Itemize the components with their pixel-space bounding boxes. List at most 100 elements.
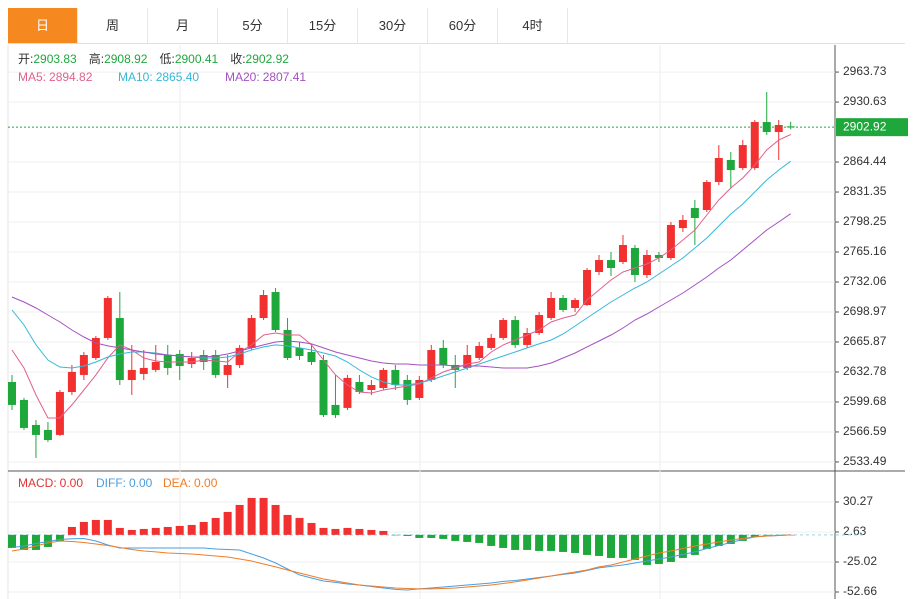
macd-bar — [319, 527, 328, 535]
candle-body — [187, 357, 196, 364]
ma-line — [11, 134, 791, 419]
candle-body — [259, 295, 268, 319]
macd-bar — [103, 519, 112, 535]
candle-body — [403, 380, 412, 400]
candle-body — [355, 382, 364, 392]
candle-body — [475, 345, 484, 358]
period-tab[interactable]: 周 — [78, 8, 148, 43]
ohlc-label: 收: — [230, 52, 245, 66]
candle-body — [55, 391, 64, 435]
y-tick-label: 2963.73 — [843, 64, 887, 78]
macd-bar — [690, 534, 699, 555]
candle-body — [774, 125, 783, 132]
macd-bar — [79, 521, 88, 535]
macd-bar — [571, 534, 580, 553]
period-tab[interactable]: 5分 — [218, 8, 288, 43]
candle-body — [523, 332, 532, 345]
macd-bar — [331, 528, 340, 535]
y-tick-label: 2930.63 — [843, 94, 887, 108]
macd-bar — [678, 534, 687, 558]
legend-name: MACD: — [18, 476, 57, 490]
candle-body — [31, 424, 40, 435]
candle-body — [463, 355, 472, 368]
period-tab[interactable]: 4时 — [498, 8, 568, 43]
legend-entry: MA10: 2865.40 — [118, 70, 199, 84]
y-tick-label: 2599.68 — [843, 394, 887, 408]
macd-bar — [259, 497, 268, 535]
macd-bar — [726, 534, 735, 544]
macd-bar — [355, 528, 364, 535]
macd-bar — [427, 534, 436, 538]
candle-body — [750, 122, 759, 169]
candle-body — [415, 380, 424, 398]
candle-body — [367, 385, 376, 390]
period-tab[interactable]: 15分 — [288, 8, 358, 43]
macd-bar — [139, 528, 148, 535]
candle-body — [235, 347, 244, 365]
legend-name: MA10: — [118, 70, 153, 84]
candle-body — [690, 208, 699, 218]
candle-body — [307, 352, 316, 362]
ma-line — [11, 213, 791, 369]
macd-bar — [91, 519, 100, 535]
legend-entry: DIFF: 0.00 — [96, 476, 153, 490]
y-tick-label: -25.02 — [843, 554, 877, 568]
y-tick-label: 2698.97 — [843, 304, 887, 318]
macd-bar — [307, 522, 316, 535]
candle-body — [343, 377, 352, 408]
candle-body — [19, 399, 28, 428]
candle-body — [499, 320, 508, 338]
ohlc-value: 2903.83 — [33, 52, 77, 66]
legend-entry: MA20: 2807.41 — [225, 70, 306, 84]
candle-body — [511, 320, 520, 345]
ohlc-header: 开:2903.83 高:2908.92 低:2900.41 收:2902.92 — [18, 51, 289, 66]
macd-bar — [595, 534, 604, 556]
period-tab[interactable]: 60分 — [428, 8, 498, 43]
candle-body — [127, 369, 136, 381]
candle-body — [163, 355, 172, 368]
macd-bar — [187, 524, 196, 535]
candle-body — [211, 355, 220, 375]
macd-bar — [31, 534, 40, 550]
macd-bar — [415, 534, 424, 538]
macd-bar — [499, 534, 508, 548]
macd-bar — [463, 534, 472, 542]
macd-bar — [211, 517, 220, 535]
y-tick-label: 2765.16 — [843, 244, 887, 258]
macd-bar — [151, 527, 160, 535]
macd-bar — [750, 534, 759, 537]
candle-body — [678, 219, 687, 229]
macd-bar — [163, 526, 172, 535]
y-tick-label: -52.66 — [843, 584, 877, 598]
candle-body — [786, 126, 795, 128]
last-price-box — [836, 118, 908, 137]
legend-value: 2894.82 — [49, 70, 93, 84]
period-tab[interactable]: 30分 — [358, 8, 428, 43]
candle-body — [642, 254, 651, 275]
candle-body — [331, 404, 340, 415]
candle-body — [439, 347, 448, 365]
candle-body — [559, 298, 568, 310]
period-tab[interactable]: 月 — [148, 8, 218, 43]
candle-body — [151, 361, 160, 370]
candle-body — [247, 318, 256, 348]
candle-body — [139, 367, 148, 374]
legend-name: DIFF: — [96, 476, 126, 490]
macd-bar — [19, 534, 28, 550]
candle-body — [654, 254, 663, 259]
macd-bar — [559, 534, 568, 552]
macd-bar — [235, 504, 244, 535]
y-tick-label: 2665.87 — [843, 334, 887, 348]
y-tick-label: 2831.35 — [843, 184, 887, 198]
candle-body — [535, 315, 544, 333]
period-tab[interactable]: 日 — [8, 8, 78, 43]
candle-body — [319, 359, 328, 415]
macd-bar — [271, 504, 280, 535]
candle-body — [451, 364, 460, 370]
candle-body — [295, 347, 304, 357]
candle-body — [714, 158, 723, 183]
macd-bar — [247, 497, 256, 535]
legend-name: MA20: — [225, 70, 260, 84]
